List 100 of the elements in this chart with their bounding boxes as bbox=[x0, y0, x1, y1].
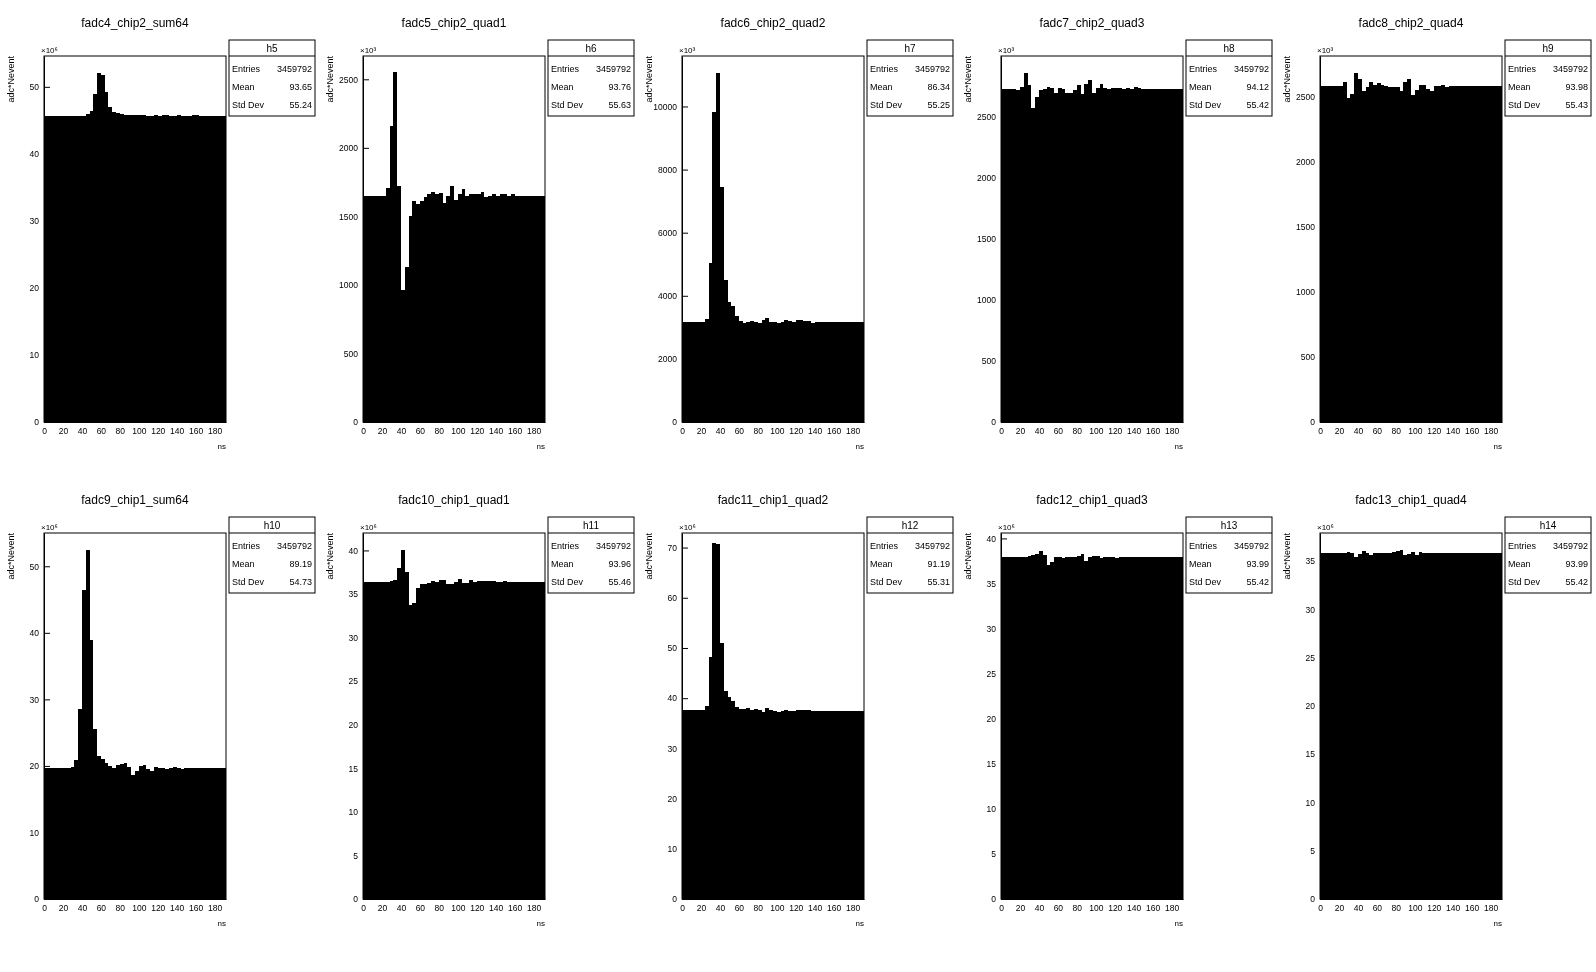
x-tick-label: 100 bbox=[132, 426, 147, 437]
text: Mean bbox=[1189, 82, 1212, 92]
x-tick-label: 20 bbox=[377, 903, 388, 914]
x-tick-label: 60 bbox=[415, 426, 426, 437]
text: 3459792 bbox=[1552, 64, 1588, 74]
text: h11 bbox=[583, 520, 600, 531]
x-tick-label: 160 bbox=[827, 426, 842, 437]
y-tick-label: 2000 bbox=[977, 173, 997, 184]
text: ×10⁶ bbox=[360, 523, 377, 532]
text: 93.99 bbox=[1565, 559, 1588, 569]
text: Std Dev bbox=[1189, 577, 1222, 587]
chart-title: fadc10_chip1_quad1 bbox=[398, 493, 511, 507]
chart-title: fadc6_chip2_quad2 bbox=[720, 16, 826, 30]
x-tick-label: 20 bbox=[696, 903, 707, 914]
y-tick-label: 20 bbox=[667, 793, 678, 804]
text: Mean bbox=[870, 82, 893, 92]
text: ×10³ bbox=[360, 46, 377, 55]
chart-title: fadc11_chip1_quad2 bbox=[717, 493, 829, 507]
y-tick-label: 2500 bbox=[1296, 91, 1316, 102]
x-tick-label: 120 bbox=[151, 426, 166, 437]
y-tick-label: 10 bbox=[29, 350, 40, 361]
x-tick-label: 60 bbox=[1372, 426, 1383, 437]
text: Mean bbox=[870, 559, 893, 569]
y-tick-label: 1500 bbox=[1296, 221, 1316, 232]
x-tick-label: 160 bbox=[508, 426, 523, 437]
y-tick-label: 5 bbox=[991, 849, 997, 860]
x-tick-label: 20 bbox=[1334, 426, 1345, 437]
x-tick-label: 0 bbox=[1318, 903, 1324, 914]
x-tick-label: 160 bbox=[508, 903, 523, 914]
y-tick-label: 20 bbox=[29, 283, 40, 294]
y-tick-label: 25 bbox=[348, 676, 359, 687]
text: Mean bbox=[1508, 82, 1531, 92]
text: 55.31 bbox=[927, 577, 950, 587]
y-tick-label: 5 bbox=[1310, 845, 1316, 856]
x-tick-label: 160 bbox=[1146, 903, 1161, 914]
y-tick-label: 10000 bbox=[653, 101, 678, 112]
x-tick-label: 20 bbox=[696, 426, 707, 437]
text: Std Dev bbox=[232, 577, 265, 587]
chart-title: fadc9_chip1_sum64 bbox=[81, 493, 190, 507]
text: Entries bbox=[870, 541, 899, 551]
text: 93.96 bbox=[608, 559, 631, 569]
y-tick-label: 15 bbox=[348, 763, 359, 774]
text: 89.19 bbox=[289, 559, 312, 569]
x-tick-label: 80 bbox=[1072, 903, 1083, 914]
text: Entries bbox=[551, 541, 580, 551]
x-tick-label: 180 bbox=[527, 903, 542, 914]
x-tick-label: 180 bbox=[1484, 903, 1499, 914]
x-tick-label: 160 bbox=[189, 426, 204, 437]
text: h14 bbox=[1539, 520, 1557, 531]
text: ×10⁶ bbox=[1317, 523, 1334, 532]
text: 93.65 bbox=[289, 82, 312, 92]
text: 93.98 bbox=[1565, 82, 1588, 92]
y-tick-label: 20 bbox=[29, 761, 40, 772]
y-tick-label: 500 bbox=[981, 356, 997, 367]
text: Entries bbox=[232, 64, 261, 74]
text: 94.12 bbox=[1246, 82, 1269, 92]
y-tick-label: 0 bbox=[1310, 417, 1316, 428]
x-tick-label: 100 bbox=[770, 903, 785, 914]
y-tick-label: 500 bbox=[343, 348, 359, 359]
x-tick-label: 40 bbox=[715, 903, 726, 914]
text: h5 bbox=[266, 43, 278, 54]
x-tick-label: 160 bbox=[1146, 426, 1161, 437]
y-tick-label: 10 bbox=[29, 827, 40, 838]
x-axis-title: ns bbox=[1174, 919, 1183, 928]
x-tick-label: 120 bbox=[1427, 903, 1442, 914]
chart-title: fadc8_chip2_quad4 bbox=[1358, 16, 1464, 30]
x-tick-label: 100 bbox=[770, 426, 785, 437]
x-tick-label: 180 bbox=[1165, 426, 1180, 437]
y-tick-label: 0 bbox=[672, 894, 678, 905]
y-tick-label: 10 bbox=[348, 807, 359, 818]
y-tick-label: 40 bbox=[29, 628, 40, 639]
x-axis-title: ns bbox=[1174, 442, 1183, 451]
text: Std Dev bbox=[1189, 100, 1222, 110]
y-tick-label: 8000 bbox=[658, 164, 678, 175]
y-axis-title: adc*Nevent bbox=[325, 532, 335, 580]
x-tick-label: 180 bbox=[527, 426, 542, 437]
x-tick-label: 140 bbox=[170, 903, 185, 914]
y-tick-label: 30 bbox=[986, 623, 997, 634]
y-tick-label: 0 bbox=[34, 894, 40, 905]
x-tick-label: 120 bbox=[1427, 426, 1442, 437]
x-tick-label: 0 bbox=[42, 903, 48, 914]
x-tick-label: 60 bbox=[734, 426, 745, 437]
text: 55.42 bbox=[1246, 100, 1269, 110]
chart-title: fadc12_chip1_quad3 bbox=[1036, 493, 1149, 507]
x-tick-label: 60 bbox=[1053, 903, 1064, 914]
x-tick-label: 120 bbox=[151, 903, 166, 914]
x-tick-label: 120 bbox=[1108, 426, 1123, 437]
y-tick-label: 40 bbox=[29, 149, 40, 160]
y-tick-label: 0 bbox=[353, 417, 359, 428]
y-tick-label: 30 bbox=[1305, 604, 1316, 615]
y-axis-title: adc*Nevent bbox=[644, 532, 654, 580]
x-axis-title: ns bbox=[855, 442, 864, 451]
chart-title: fadc7_chip2_quad3 bbox=[1039, 16, 1145, 30]
y-tick-label: 1000 bbox=[1296, 286, 1316, 297]
text: Std Dev bbox=[551, 577, 584, 587]
text: ×10⁶ bbox=[679, 523, 696, 532]
x-tick-label: 180 bbox=[846, 426, 861, 437]
text: 3459792 bbox=[595, 541, 631, 551]
x-tick-label: 100 bbox=[1408, 426, 1423, 437]
y-axis-title: adc*Nevent bbox=[1282, 532, 1292, 580]
